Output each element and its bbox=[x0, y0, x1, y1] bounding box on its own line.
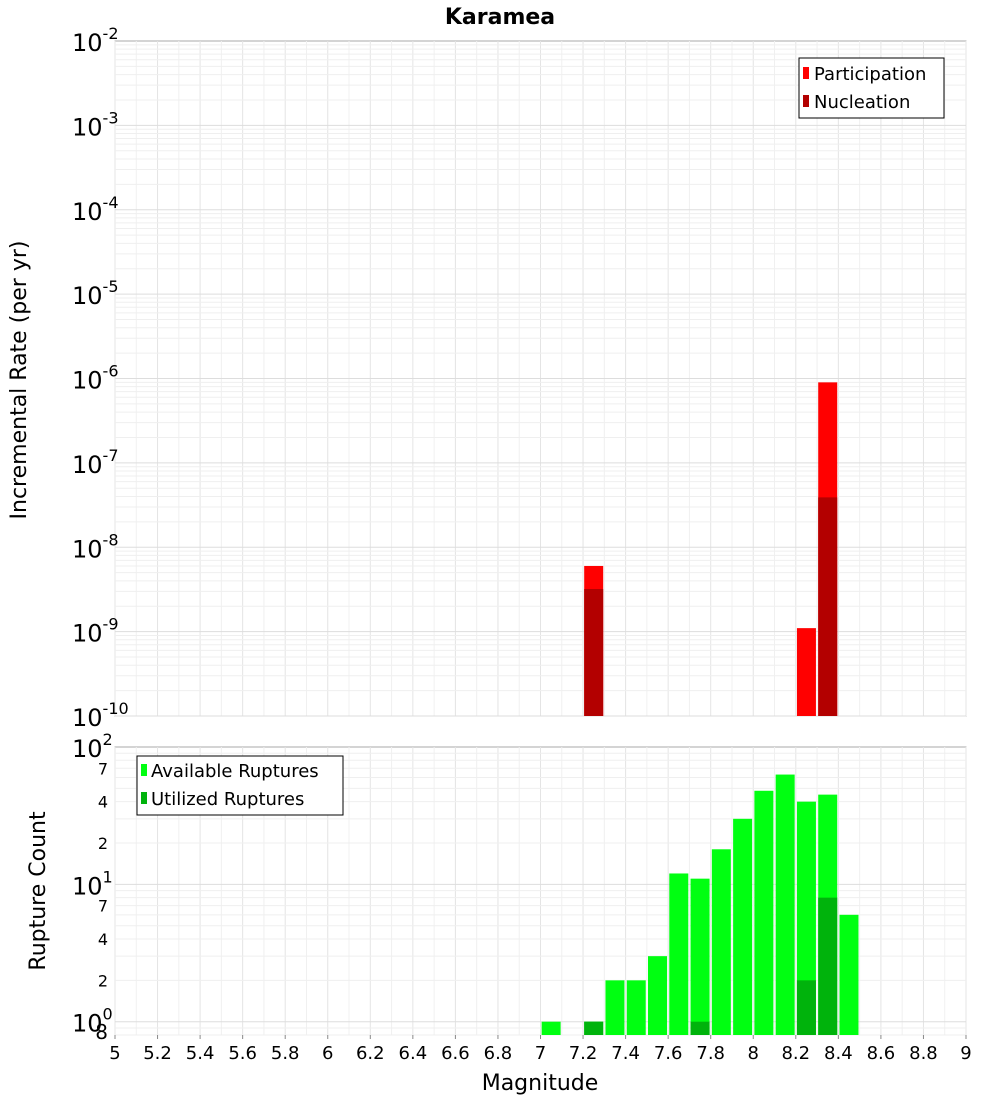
bottom-panel: 102 101 100 7 4 2 7 4 2 8 Rupture Count Available… bbox=[26, 730, 967, 1044]
participation-legend-swatch bbox=[803, 67, 809, 79]
x-tick-label: 5.4 bbox=[186, 1043, 215, 1064]
rupture-count-bar bbox=[839, 914, 859, 1035]
participation-legend-label: Participation bbox=[814, 64, 926, 85]
rupture-count-bar bbox=[754, 790, 774, 1035]
x-ticks: 5 5.2 5.4 5.6 5.8 6 6.2 6.4 6.6 6.8 7 7.2 7.4 7.6 7.8 8… bbox=[109, 1035, 972, 1064]
x-tick-label: 6 bbox=[322, 1043, 333, 1064]
top-bars bbox=[584, 382, 838, 716]
y-tick-label: 102 bbox=[72, 730, 113, 763]
rupture-count-bar bbox=[818, 897, 838, 1035]
bottom-bars bbox=[541, 774, 859, 1035]
y-tick-label: 10-2 bbox=[72, 24, 119, 57]
x-tick-label: 9 bbox=[960, 1043, 971, 1064]
available-legend-swatch bbox=[141, 764, 147, 776]
x-tick-label: 7.8 bbox=[696, 1043, 725, 1064]
rupture-count-bar bbox=[648, 956, 668, 1035]
x-tick-label: 5.2 bbox=[143, 1043, 172, 1064]
y-minor-tick-label: 4 bbox=[98, 793, 108, 812]
bottom-y-axis-label: Rupture Count bbox=[26, 811, 51, 971]
rate-bar bbox=[818, 497, 838, 716]
x-tick-label: 7 bbox=[535, 1043, 546, 1064]
rupture-count-bar bbox=[711, 849, 731, 1035]
bottom-legend: Available Ruptures Utilized Ruptures bbox=[136, 755, 344, 816]
available-legend-label: Available Ruptures bbox=[151, 761, 319, 782]
y-tick-label: 10-4 bbox=[72, 193, 119, 226]
bottom-grid bbox=[114, 747, 967, 1036]
y-minor-tick-label: 8 bbox=[95, 1020, 108, 1044]
top-legend: Participation Nucleation bbox=[798, 57, 945, 119]
x-tick-label: 6.4 bbox=[399, 1043, 428, 1064]
rupture-count-bar bbox=[605, 980, 625, 1035]
rate-bar bbox=[796, 628, 816, 716]
x-tick-label: 7.6 bbox=[654, 1043, 683, 1064]
x-tick-label: 6.6 bbox=[441, 1043, 470, 1064]
chart-title: Karamea bbox=[445, 5, 555, 30]
x-tick-label: 6.2 bbox=[356, 1043, 385, 1064]
x-tick-label: 8 bbox=[748, 1043, 759, 1064]
x-tick-label: 7.2 bbox=[569, 1043, 598, 1064]
y-tick-label: 101 bbox=[72, 867, 113, 900]
nucleation-legend-label: Nucleation bbox=[814, 92, 910, 113]
x-tick-label: 5.8 bbox=[271, 1043, 300, 1064]
top-legend-box bbox=[798, 57, 945, 119]
y-tick-label: 10-7 bbox=[72, 446, 119, 479]
rupture-count-bar bbox=[584, 1021, 604, 1035]
y-tick-label: 10-9 bbox=[72, 615, 119, 648]
rate-bar bbox=[584, 589, 604, 716]
rupture-count-bar bbox=[796, 980, 816, 1035]
y-minor-tick-label: 2 bbox=[98, 971, 108, 990]
top-panel: 10-2 10-3 10-4 10-5 10-6 10-7 10-8 10-9 10-10 In… bbox=[7, 24, 967, 732]
top-y-axis-label: Incremental Rate (per yr) bbox=[7, 241, 32, 520]
nucleation-legend-swatch bbox=[803, 95, 809, 107]
bottom-legend-box bbox=[136, 755, 344, 816]
top-y-ticks: 10-2 10-3 10-4 10-5 10-6 10-7 10-8 10-9 10-10 bbox=[72, 24, 129, 732]
x-tick-label: 7.4 bbox=[611, 1043, 640, 1064]
x-tick-label: 6.8 bbox=[484, 1043, 513, 1064]
rupture-count-bar bbox=[541, 1021, 561, 1035]
y-tick-label: 10-8 bbox=[72, 530, 119, 563]
bottom-y-ticks: 102 101 100 7 4 2 7 4 2 8 bbox=[72, 730, 113, 1044]
utilized-legend-swatch bbox=[141, 792, 147, 804]
x-axis-label: Magnitude bbox=[482, 1071, 599, 1096]
utilized-legend-label: Utilized Ruptures bbox=[151, 789, 304, 810]
x-tick-label: 8.4 bbox=[824, 1043, 853, 1064]
y-minor-tick-label: 2 bbox=[98, 834, 108, 853]
rupture-count-bar bbox=[796, 801, 816, 1035]
x-tick-label: 8.8 bbox=[909, 1043, 938, 1064]
rupture-count-bar bbox=[733, 818, 753, 1035]
rupture-count-bar bbox=[690, 1021, 710, 1035]
x-tick-label: 8.6 bbox=[867, 1043, 896, 1064]
rupture-count-bar bbox=[690, 878, 710, 1035]
rupture-count-bar bbox=[626, 980, 646, 1035]
y-minor-tick-label: 4 bbox=[98, 930, 108, 949]
y-tick-label: 10-10 bbox=[72, 699, 129, 732]
x-tick-label: 5 bbox=[109, 1043, 120, 1064]
y-tick-label: 10-3 bbox=[72, 108, 119, 141]
y-tick-label: 10-5 bbox=[72, 277, 119, 310]
x-tick-label: 8.2 bbox=[781, 1043, 810, 1064]
y-minor-tick-label: 7 bbox=[98, 897, 108, 916]
y-minor-tick-label: 7 bbox=[98, 759, 108, 778]
x-tick-label: 5.6 bbox=[228, 1043, 257, 1064]
rupture-count-bar bbox=[775, 774, 795, 1035]
top-grid bbox=[114, 41, 967, 717]
y-tick-label: 10-6 bbox=[72, 362, 119, 395]
rupture-count-bar bbox=[669, 873, 689, 1035]
y-tick-label: 100 bbox=[72, 1005, 113, 1038]
